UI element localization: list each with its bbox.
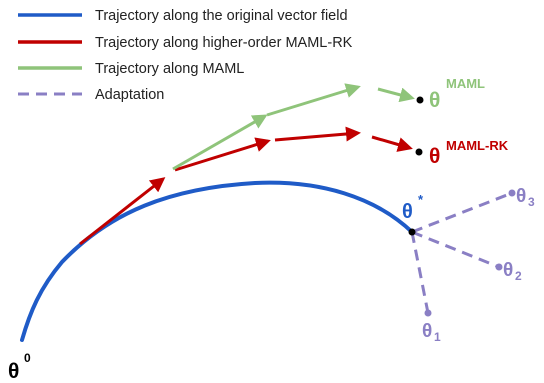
theta-maml-symbol: θ: [429, 89, 440, 112]
legend-label-adaptation: Adaptation: [95, 87, 164, 103]
theta2-point: [495, 263, 503, 271]
theta-star-point: [408, 228, 416, 236]
legend-label-mamlrk: Trajectory along higher-order MAML-RK: [95, 35, 353, 51]
mamlrk-trajectory: [79, 126, 413, 246]
legend: Trajectory along the original vector fie…: [18, 8, 353, 103]
mamlrk-segment-3: [274, 126, 361, 142]
theta3-point: [508, 189, 516, 197]
theta0-superscript: 0: [24, 351, 31, 365]
adaptation-lines: [410, 191, 513, 314]
label-theta2: θ 2: [503, 260, 522, 283]
original-trajectory-curve: [20, 180, 414, 342]
theta3-symbol: θ: [516, 186, 526, 207]
label-theta-mamlrk: θ MAML-RK: [429, 138, 509, 168]
theta-mamlrk-point: [415, 148, 423, 156]
legend-item-original: Trajectory along the original vector fie…: [18, 8, 348, 24]
adaptation-line-2: [411, 230, 500, 269]
legend-label-original: Trajectory along the original vector fie…: [95, 8, 348, 24]
label-theta0: θ 0: [8, 351, 31, 383]
label-theta3: θ 3: [516, 186, 535, 209]
theta-star-superscript: *: [418, 192, 424, 207]
theta2-symbol: θ: [503, 260, 513, 281]
label-theta1: θ 1: [422, 321, 441, 344]
theta1-point: [424, 309, 432, 317]
legend-label-maml: Trajectory along MAML: [95, 61, 244, 77]
maml-segment-2: [266, 83, 361, 117]
theta1-subscript: 1: [434, 330, 441, 344]
theta3-subscript: 3: [528, 195, 535, 209]
legend-item-mamlrk: Trajectory along higher-order MAML-RK: [18, 35, 353, 51]
legend-item-adaptation: Adaptation: [18, 87, 164, 103]
theta1-symbol: θ: [422, 321, 432, 342]
maml-trajectory: [172, 83, 415, 171]
mamlrk-segment-4: [371, 135, 413, 152]
label-theta-maml: θ MAML: [429, 76, 485, 112]
mamlrk-segment-2: [174, 137, 271, 172]
mamlrk-segment-1: [79, 177, 166, 246]
theta0-symbol: θ: [8, 360, 19, 383]
adaptation-line-3: [411, 191, 513, 234]
theta-mamlrk-superscript: MAML-RK: [446, 138, 509, 153]
maml-segment-1: [172, 114, 268, 171]
theta-star-symbol: θ: [402, 201, 413, 223]
adaptation-line-1: [410, 231, 430, 314]
label-theta-star: θ *: [402, 192, 424, 223]
theta-maml-superscript: MAML: [446, 76, 485, 91]
theta-mamlrk-symbol: θ: [429, 145, 440, 168]
legend-item-maml: Trajectory along MAML: [18, 61, 244, 77]
theta-maml-point: [416, 96, 424, 104]
theta2-subscript: 2: [515, 269, 522, 283]
maml-segment-3: [377, 87, 415, 103]
